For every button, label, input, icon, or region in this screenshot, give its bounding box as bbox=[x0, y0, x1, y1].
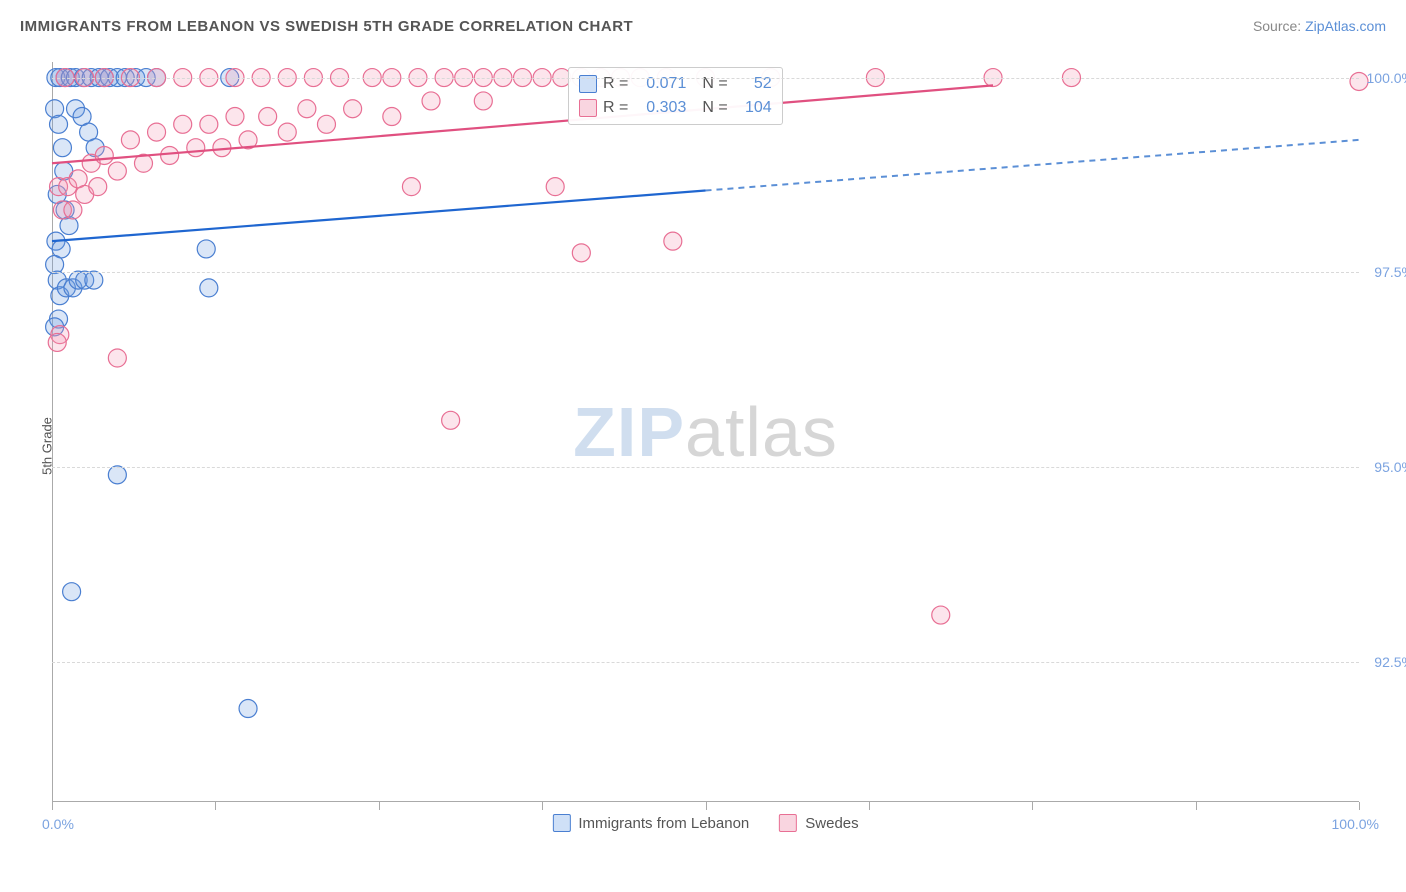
chart-plot-area: ZIPatlas R =0.071N =52R =0.303N =104 Imm… bbox=[52, 62, 1359, 802]
data-point-swedes bbox=[932, 606, 950, 624]
gridline bbox=[52, 467, 1359, 468]
trend-line-dash-lebanon bbox=[706, 140, 1360, 191]
data-point-lebanon bbox=[239, 700, 257, 718]
data-point-swedes bbox=[226, 108, 244, 126]
data-point-swedes bbox=[664, 232, 682, 250]
data-point-swedes bbox=[422, 92, 440, 110]
y-tick-label: 97.5% bbox=[1374, 264, 1406, 280]
legend-swatch bbox=[779, 814, 797, 832]
data-point-swedes bbox=[344, 100, 362, 118]
data-point-swedes bbox=[48, 333, 66, 351]
data-point-lebanon bbox=[200, 279, 218, 297]
stats-legend-row: R =0.071N =52 bbox=[579, 72, 772, 96]
legend-item: Immigrants from Lebanon bbox=[552, 814, 749, 832]
data-point-swedes bbox=[259, 108, 277, 126]
data-point-lebanon bbox=[85, 271, 103, 289]
data-point-lebanon bbox=[46, 256, 64, 274]
data-point-swedes bbox=[572, 244, 590, 262]
data-point-swedes bbox=[89, 178, 107, 196]
x-tick bbox=[1196, 802, 1197, 810]
x-axis-max-label: 100.0% bbox=[1332, 816, 1379, 832]
source-link[interactable]: ZipAtlas.com bbox=[1305, 18, 1386, 34]
data-point-lebanon bbox=[50, 115, 68, 133]
stats-legend: R =0.071N =52 R = 0.303 N = 104 bbox=[568, 67, 783, 125]
scatter-svg bbox=[52, 62, 1359, 802]
data-point-swedes bbox=[161, 146, 179, 164]
data-point-swedes bbox=[95, 146, 113, 164]
data-point-swedes bbox=[402, 178, 420, 196]
n-value: 104 bbox=[734, 99, 772, 117]
gridline bbox=[52, 272, 1359, 273]
data-point-swedes bbox=[187, 139, 205, 157]
data-point-swedes bbox=[108, 349, 126, 367]
chart-container: IMMIGRANTS FROM LEBANON VS SWEDISH 5TH G… bbox=[0, 0, 1406, 892]
stats-legend-row: R = 0.303 N = 104 bbox=[579, 96, 772, 120]
y-tick-label: 95.0% bbox=[1374, 459, 1406, 475]
series-legend: Immigrants from Lebanon Swedes bbox=[552, 814, 858, 832]
data-point-swedes bbox=[148, 123, 166, 141]
trend-line-lebanon bbox=[52, 191, 706, 242]
r-label: R = bbox=[603, 99, 628, 117]
source-label: Source: ZipAtlas.com bbox=[1253, 18, 1386, 34]
x-tick bbox=[706, 802, 707, 810]
n-label: N = bbox=[702, 99, 727, 117]
gridline bbox=[52, 78, 1359, 79]
data-point-swedes bbox=[121, 131, 139, 149]
data-point-lebanon bbox=[108, 466, 126, 484]
legend-item: Swedes bbox=[779, 814, 858, 832]
data-point-lebanon bbox=[63, 583, 81, 601]
legend-label: Swedes bbox=[805, 815, 858, 832]
x-tick bbox=[215, 802, 216, 810]
r-value: 0.303 bbox=[634, 99, 686, 117]
data-point-lebanon bbox=[197, 240, 215, 258]
data-point-swedes bbox=[278, 123, 296, 141]
y-tick-label: 92.5% bbox=[1374, 654, 1406, 670]
y-tick-label: 100.0% bbox=[1367, 70, 1406, 86]
x-tick bbox=[1032, 802, 1033, 810]
x-tick bbox=[52, 802, 53, 810]
data-point-swedes bbox=[64, 201, 82, 219]
data-point-lebanon bbox=[53, 139, 71, 157]
data-point-swedes bbox=[383, 108, 401, 126]
data-point-swedes bbox=[174, 115, 192, 133]
data-point-swedes bbox=[200, 115, 218, 133]
gridline bbox=[52, 662, 1359, 663]
source-prefix: Source: bbox=[1253, 18, 1305, 34]
x-tick bbox=[1359, 802, 1360, 810]
chart-title: IMMIGRANTS FROM LEBANON VS SWEDISH 5TH G… bbox=[20, 18, 633, 35]
x-axis-min-label: 0.0% bbox=[42, 816, 74, 832]
data-point-swedes bbox=[442, 411, 460, 429]
data-point-swedes bbox=[546, 178, 564, 196]
chart-header: IMMIGRANTS FROM LEBANON VS SWEDISH 5TH G… bbox=[20, 18, 1386, 48]
legend-swatch bbox=[552, 814, 570, 832]
x-tick bbox=[869, 802, 870, 810]
data-point-swedes bbox=[298, 100, 316, 118]
data-point-swedes bbox=[474, 92, 492, 110]
x-tick bbox=[379, 802, 380, 810]
data-point-swedes bbox=[317, 115, 335, 133]
data-point-swedes bbox=[1350, 72, 1368, 90]
data-point-swedes bbox=[108, 162, 126, 180]
trend-line-swedes bbox=[52, 85, 993, 163]
x-tick bbox=[542, 802, 543, 810]
legend-label: Immigrants from Lebanon bbox=[578, 815, 749, 832]
legend-swatch bbox=[579, 99, 597, 117]
